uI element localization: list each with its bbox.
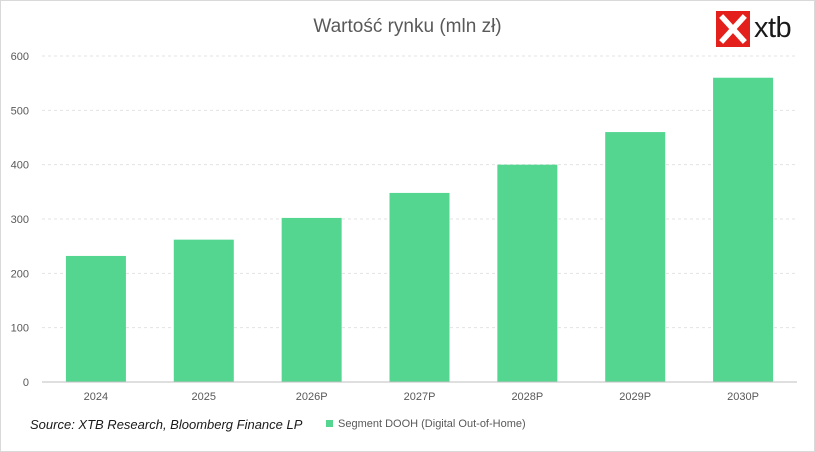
- y-tick-label: 200: [11, 268, 29, 280]
- y-tick-label: 500: [11, 105, 29, 117]
- x-tick-label: 2029P: [619, 391, 651, 403]
- source-note: Source: XTB Research, Bloomberg Finance …: [30, 417, 303, 432]
- bar: [497, 164, 558, 382]
- logo-wordmark: xtb: [754, 12, 792, 44]
- bar: [605, 132, 666, 382]
- legend: Segment DOOH (Digital Out-of-Home): [326, 418, 526, 430]
- legend-label: Segment DOOH (Digital Out-of-Home): [338, 418, 526, 430]
- y-tick-label: 300: [11, 214, 29, 226]
- x-mark-icon: [716, 11, 750, 47]
- y-tick-label: 600: [11, 51, 29, 63]
- bar: [173, 239, 234, 382]
- bar: [713, 77, 774, 382]
- y-tick-label: 0: [23, 377, 29, 389]
- bar: [65, 255, 126, 382]
- xtb-logo: xtb: [716, 11, 796, 47]
- chart-title: Wartość rynku (mln zł): [313, 16, 502, 37]
- x-tick-label: 2024: [84, 391, 108, 403]
- x-tick-label: 2030P: [727, 391, 759, 403]
- y-tick-label: 400: [11, 160, 29, 172]
- x-tick-label: 2027P: [404, 391, 436, 403]
- x-tick-label: 2028P: [511, 391, 543, 403]
- legend-swatch: [326, 419, 333, 427]
- bar: [389, 192, 450, 382]
- y-tick-label: 100: [11, 323, 29, 335]
- bar: [281, 217, 342, 382]
- x-tick-label: 2026P: [296, 391, 328, 403]
- x-tick-label: 2025: [192, 391, 216, 403]
